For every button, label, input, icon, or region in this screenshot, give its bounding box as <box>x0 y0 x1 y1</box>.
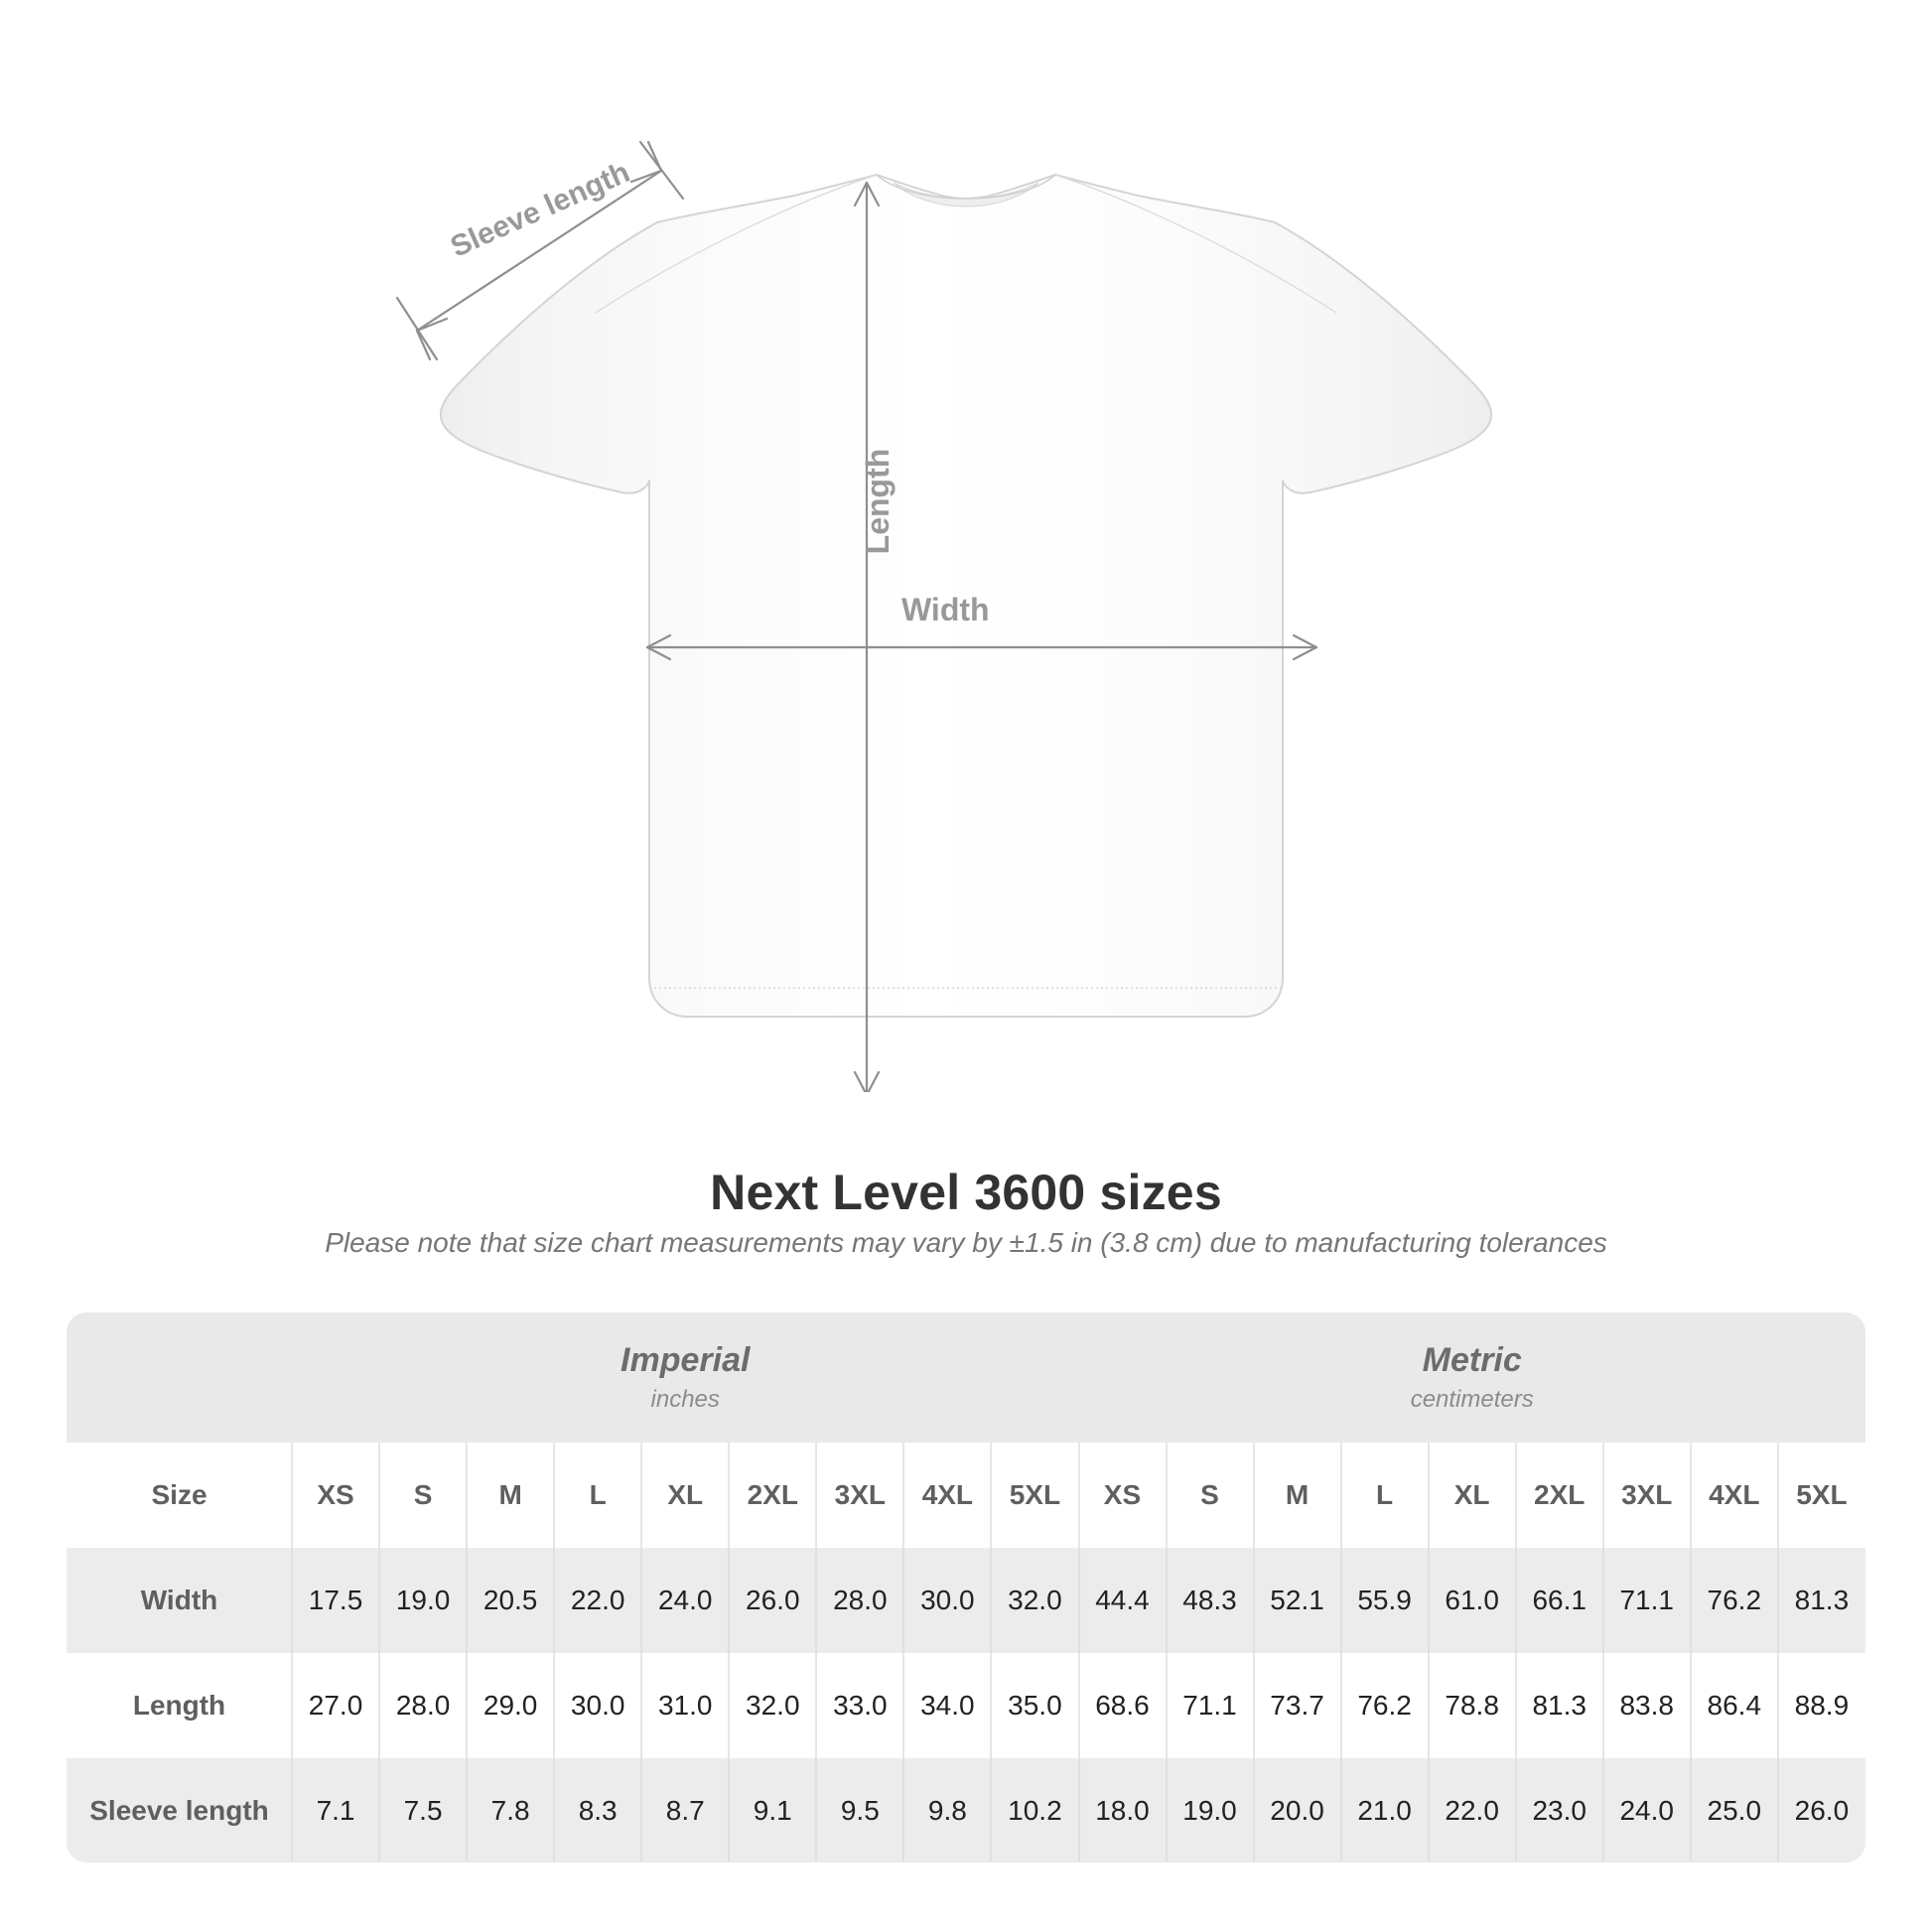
svg-text:Length: Length <box>860 449 896 555</box>
svg-text:Sleeve length: Sleeve length <box>446 156 634 264</box>
svg-text:Width: Width <box>901 592 990 627</box>
